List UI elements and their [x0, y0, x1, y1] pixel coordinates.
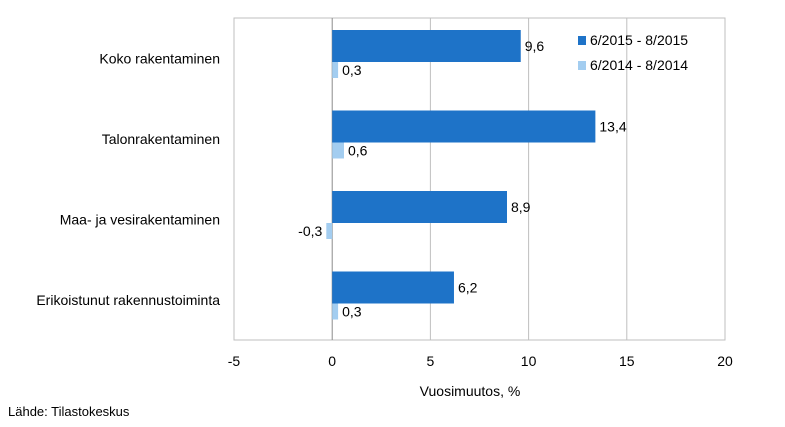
legend-label-1: 6/2015 - 8/2015: [590, 32, 688, 48]
category-label-erikoistunut-rakennustoiminta: Erikoistunut rakennustoiminta: [36, 292, 220, 308]
source-note: Lähde: Tilastokeskus: [8, 404, 130, 419]
bar-maa-ja-vesirakentaminen-series-1: [332, 191, 507, 223]
legend-swatch-2: [578, 61, 586, 70]
legend-label-2: 6/2014 - 8/2014: [590, 57, 688, 73]
category-label-talonrakentaminen: Talonrakentaminen: [102, 131, 220, 147]
bars: [326, 30, 596, 320]
data-labels: 9,6 0,3 13,4 0,6 8,9 -0,3 6,2 0,3: [298, 38, 627, 320]
x-tick-label: 0: [328, 353, 336, 369]
x-tick-label: 15: [619, 353, 635, 369]
bar-koko-rakentaminen-series-2: [332, 62, 339, 78]
x-tick-label: 5: [427, 353, 435, 369]
category-labels: Koko rakentaminen Talonrakentaminen Maa- j…: [36, 50, 220, 308]
bar-talonrakentaminen-series-2: [332, 142, 344, 159]
data-label: 9,6: [525, 38, 545, 54]
plot-area-frame: [233, 17, 726, 341]
x-tick-label: -5: [228, 353, 241, 369]
bar-koko-rakentaminen-series-1: [332, 30, 521, 62]
data-label: 8,9: [511, 199, 531, 215]
data-label: 13,4: [599, 119, 626, 135]
bar-talonrakentaminen-series-1: [332, 110, 596, 143]
bar-chart: Koko rakentaminen Talonrakentaminen Maa- j…: [36, 17, 733, 399]
data-label: 0,6: [348, 143, 368, 159]
data-label: 0,3: [342, 62, 362, 78]
bar-erikoistunut-rakennustoiminta-series-2: [332, 303, 339, 320]
data-label: 6,2: [458, 280, 478, 296]
x-tick-label: 20: [717, 353, 733, 369]
legend-swatch-1: [578, 36, 586, 45]
x-tick-label: 10: [521, 353, 537, 369]
category-label-maa-ja-vesirakentaminen: Maa- ja vesirakentaminen: [60, 211, 220, 227]
data-label: -0,3: [298, 223, 322, 239]
legend: 6/2015 - 8/2015 6/2014 - 8/2014: [578, 32, 688, 73]
bar-erikoistunut-rakennustoiminta-series-1: [332, 271, 454, 304]
x-axis-title: Vuosimuutos, %: [420, 383, 521, 399]
x-tick-labels: -5 0 5 10 15 20: [228, 353, 733, 369]
category-label-koko-rakentaminen: Koko rakentaminen: [99, 50, 220, 66]
data-label: 0,3: [342, 304, 362, 320]
bar-maa-ja-vesirakentaminen-series-2: [326, 223, 333, 239]
